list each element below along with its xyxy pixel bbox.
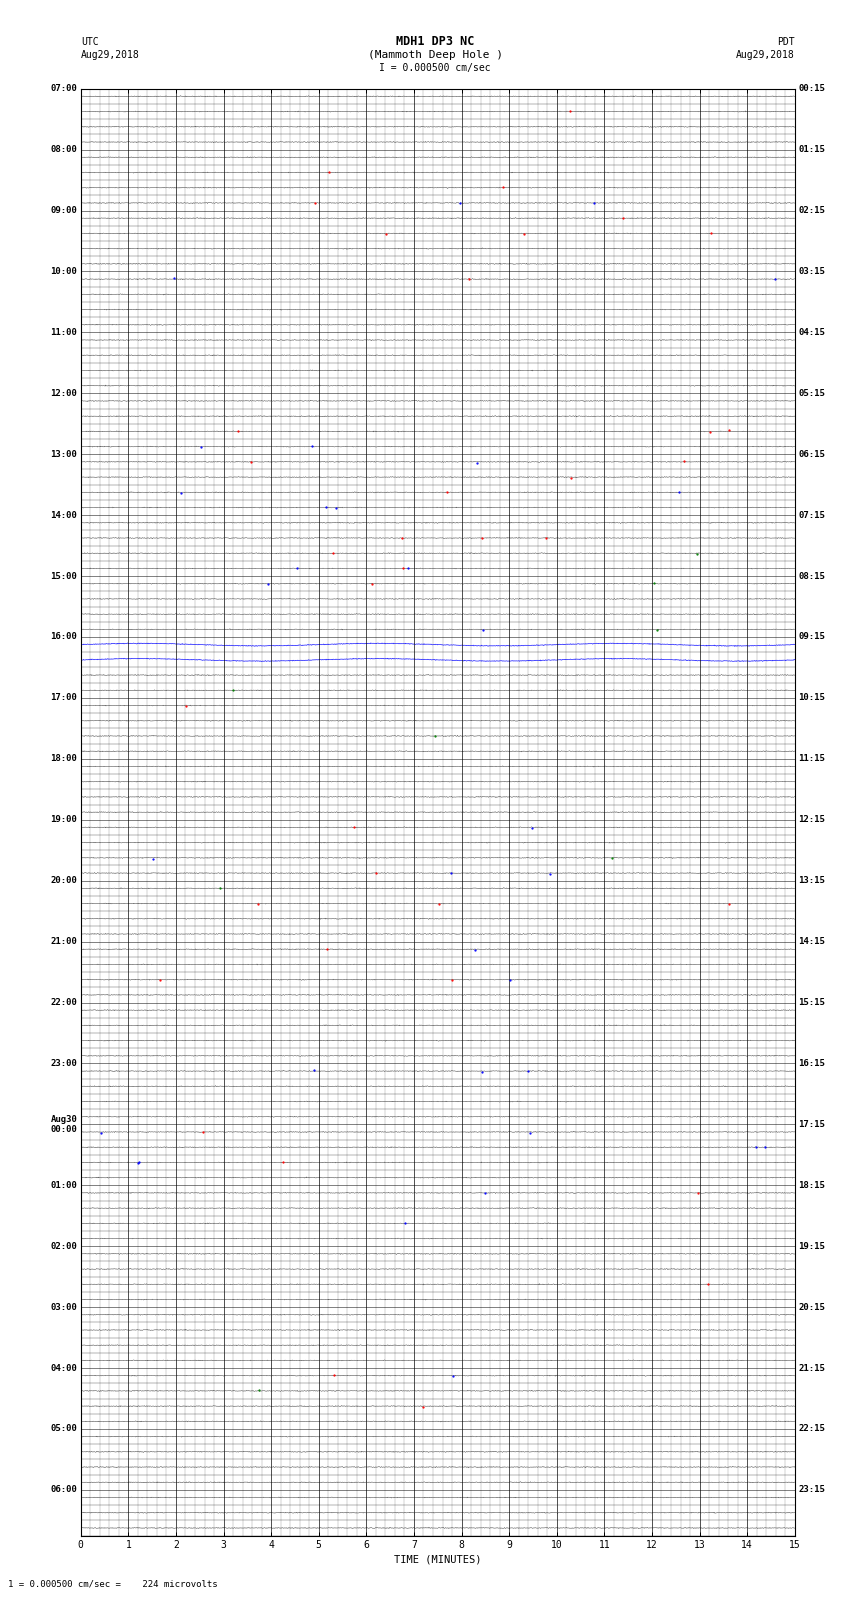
Text: 00:15: 00:15 <box>798 84 825 94</box>
Text: 01:15: 01:15 <box>798 145 825 155</box>
Text: I = 0.000500 cm/sec: I = 0.000500 cm/sec <box>379 63 491 73</box>
Text: 18:00: 18:00 <box>50 755 77 763</box>
Text: 09:15: 09:15 <box>798 632 825 642</box>
Text: 04:00: 04:00 <box>50 1363 77 1373</box>
Text: 15:00: 15:00 <box>50 571 77 581</box>
Text: Aug29,2018: Aug29,2018 <box>736 50 795 60</box>
Text: 06:00: 06:00 <box>50 1486 77 1494</box>
Text: 18:15: 18:15 <box>798 1181 825 1190</box>
Text: 10:15: 10:15 <box>798 694 825 702</box>
Text: 01:00: 01:00 <box>50 1181 77 1190</box>
Text: 20:15: 20:15 <box>798 1303 825 1311</box>
Text: 09:00: 09:00 <box>50 206 77 215</box>
Text: 21:00: 21:00 <box>50 937 77 947</box>
Text: 23:15: 23:15 <box>798 1486 825 1494</box>
Text: Aug29,2018: Aug29,2018 <box>81 50 139 60</box>
Text: 07:00: 07:00 <box>50 84 77 94</box>
Text: 19:15: 19:15 <box>798 1242 825 1250</box>
Text: MDH1 DP3 NC: MDH1 DP3 NC <box>396 35 474 48</box>
Text: 12:15: 12:15 <box>798 815 825 824</box>
Text: 23:00: 23:00 <box>50 1060 77 1068</box>
Text: 07:15: 07:15 <box>798 511 825 519</box>
Text: 15:15: 15:15 <box>798 998 825 1007</box>
Text: 11:00: 11:00 <box>50 327 77 337</box>
Text: 11:15: 11:15 <box>798 755 825 763</box>
Text: 02:15: 02:15 <box>798 206 825 215</box>
Text: 19:00: 19:00 <box>50 815 77 824</box>
Text: 12:00: 12:00 <box>50 389 77 398</box>
Text: 14:15: 14:15 <box>798 937 825 947</box>
X-axis label: TIME (MINUTES): TIME (MINUTES) <box>394 1555 481 1565</box>
Text: UTC: UTC <box>81 37 99 47</box>
Text: Aug30
00:00: Aug30 00:00 <box>50 1115 77 1134</box>
Text: 08:15: 08:15 <box>798 571 825 581</box>
Text: 13:00: 13:00 <box>50 450 77 458</box>
Text: 21:15: 21:15 <box>798 1363 825 1373</box>
Text: 17:15: 17:15 <box>798 1119 825 1129</box>
Text: 02:00: 02:00 <box>50 1242 77 1250</box>
Text: 04:15: 04:15 <box>798 327 825 337</box>
Text: 10:00: 10:00 <box>50 268 77 276</box>
Text: 16:00: 16:00 <box>50 632 77 642</box>
Text: 16:15: 16:15 <box>798 1060 825 1068</box>
Text: 1 = 0.000500 cm/sec =    224 microvolts: 1 = 0.000500 cm/sec = 224 microvolts <box>8 1579 218 1589</box>
Text: 05:15: 05:15 <box>798 389 825 398</box>
Text: 08:00: 08:00 <box>50 145 77 155</box>
Text: 06:15: 06:15 <box>798 450 825 458</box>
Text: 05:00: 05:00 <box>50 1424 77 1434</box>
Text: 17:00: 17:00 <box>50 694 77 702</box>
Text: 03:00: 03:00 <box>50 1303 77 1311</box>
Text: 03:15: 03:15 <box>798 268 825 276</box>
Text: 13:15: 13:15 <box>798 876 825 886</box>
Text: 22:00: 22:00 <box>50 998 77 1007</box>
Text: 20:00: 20:00 <box>50 876 77 886</box>
Text: (Mammoth Deep Hole ): (Mammoth Deep Hole ) <box>368 50 502 60</box>
Text: 22:15: 22:15 <box>798 1424 825 1434</box>
Text: PDT: PDT <box>777 37 795 47</box>
Text: 14:00: 14:00 <box>50 511 77 519</box>
